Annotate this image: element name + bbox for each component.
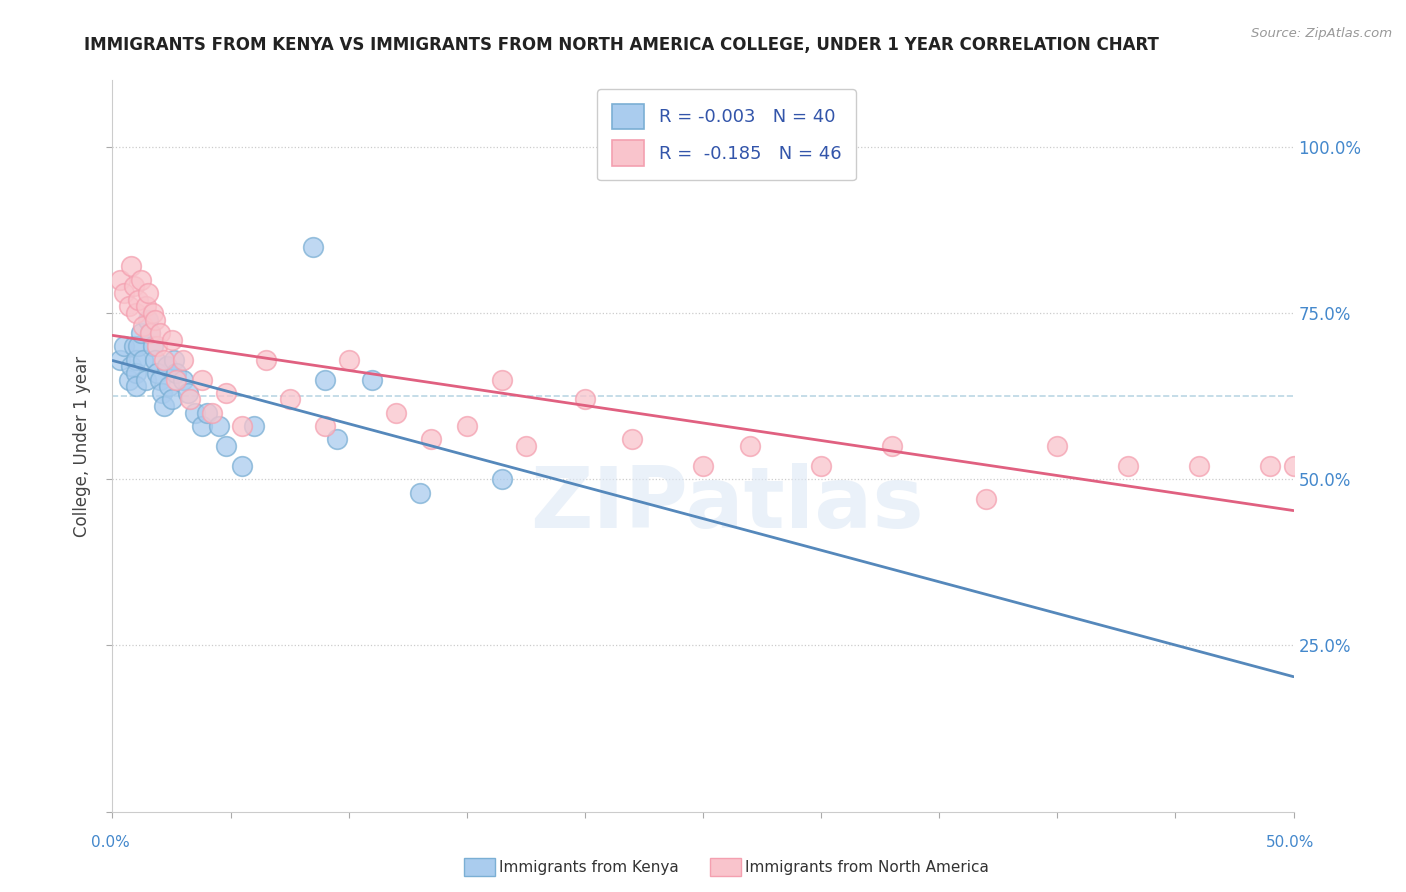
Point <box>177 385 200 400</box>
Point <box>195 406 218 420</box>
Point <box>810 458 832 473</box>
Point <box>125 306 148 320</box>
Point <box>215 385 238 400</box>
Point <box>231 419 253 434</box>
Legend: R = -0.003   N = 40, R =  -0.185   N = 46: R = -0.003 N = 40, R = -0.185 N = 46 <box>598 89 856 180</box>
Point <box>326 433 349 447</box>
Point <box>153 399 176 413</box>
Point <box>456 419 478 434</box>
Point <box>146 339 169 353</box>
Point <box>143 312 166 326</box>
Point <box>491 372 513 386</box>
Point <box>361 372 384 386</box>
Point <box>122 339 145 353</box>
Point <box>976 492 998 507</box>
Point <box>135 372 157 386</box>
Point <box>122 279 145 293</box>
Point <box>420 433 443 447</box>
Point <box>139 326 162 340</box>
Point <box>157 379 180 393</box>
Point <box>314 372 336 386</box>
Point <box>302 239 325 253</box>
Point <box>491 472 513 486</box>
Point <box>146 366 169 380</box>
Point <box>149 326 172 340</box>
Text: 50.0%: 50.0% <box>1267 836 1315 850</box>
Point <box>1116 458 1139 473</box>
Point <box>337 352 360 367</box>
Point <box>163 352 186 367</box>
Point <box>143 352 166 367</box>
Point <box>408 485 430 500</box>
Text: Immigrants from North America: Immigrants from North America <box>745 860 988 874</box>
Point <box>1258 458 1281 473</box>
Point <box>165 372 187 386</box>
Point <box>108 273 131 287</box>
Point <box>621 433 644 447</box>
Point <box>1282 458 1305 473</box>
Point <box>129 273 152 287</box>
Point <box>118 299 141 313</box>
Point <box>112 286 135 301</box>
Point <box>179 392 201 407</box>
Point <box>184 406 207 420</box>
Point <box>156 359 179 374</box>
Point <box>153 352 176 367</box>
Point <box>172 372 194 386</box>
Point <box>243 419 266 434</box>
Point <box>142 339 165 353</box>
Point <box>129 326 152 340</box>
Point <box>1188 458 1211 473</box>
Point <box>692 458 714 473</box>
Point <box>254 352 277 367</box>
Text: Source: ZipAtlas.com: Source: ZipAtlas.com <box>1251 27 1392 40</box>
Point <box>136 312 159 326</box>
Point <box>125 352 148 367</box>
Point <box>574 392 596 407</box>
Point <box>880 439 903 453</box>
Point <box>515 439 537 453</box>
Point <box>1046 439 1069 453</box>
Point <box>191 372 214 386</box>
Point <box>125 379 148 393</box>
Text: ZIPatlas: ZIPatlas <box>530 463 924 546</box>
Point <box>127 339 149 353</box>
Point <box>150 385 173 400</box>
Point <box>136 286 159 301</box>
Point <box>385 406 408 420</box>
Point <box>135 299 157 313</box>
Point <box>208 419 231 434</box>
Point <box>160 392 183 407</box>
Point <box>278 392 301 407</box>
Point <box>149 372 172 386</box>
Point <box>112 339 135 353</box>
Y-axis label: College, Under 1 year: College, Under 1 year <box>73 355 91 537</box>
Point <box>314 419 336 434</box>
Point <box>740 439 762 453</box>
Text: 0.0%: 0.0% <box>91 836 131 850</box>
Point <box>172 352 194 367</box>
Point <box>165 366 187 380</box>
Point <box>127 293 149 307</box>
Point <box>201 406 224 420</box>
Point <box>132 319 155 334</box>
Point <box>142 306 165 320</box>
Point <box>108 352 131 367</box>
Point <box>118 372 141 386</box>
Point <box>125 366 148 380</box>
Text: Immigrants from Kenya: Immigrants from Kenya <box>499 860 679 874</box>
Point <box>191 419 214 434</box>
Point <box>120 359 142 374</box>
Point <box>160 333 183 347</box>
Point <box>215 439 238 453</box>
Point <box>231 458 253 473</box>
Point <box>132 352 155 367</box>
Text: IMMIGRANTS FROM KENYA VS IMMIGRANTS FROM NORTH AMERICA COLLEGE, UNDER 1 YEAR COR: IMMIGRANTS FROM KENYA VS IMMIGRANTS FROM… <box>84 36 1159 54</box>
Point <box>120 260 142 274</box>
Point <box>139 326 162 340</box>
